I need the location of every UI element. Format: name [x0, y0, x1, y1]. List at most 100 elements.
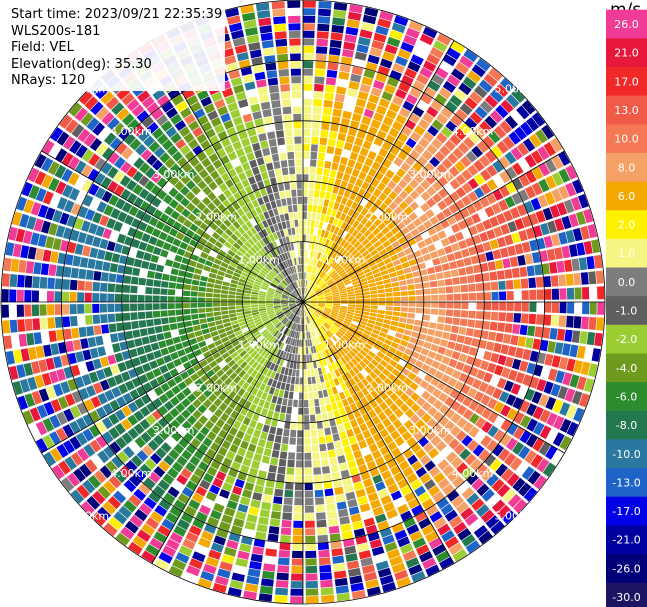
- velocity-gate: [414, 234, 423, 243]
- velocity-gate: [223, 322, 232, 328]
- velocity-gate: [192, 551, 206, 563]
- velocity-gate: [327, 138, 336, 147]
- velocity-gate: [317, 205, 323, 214]
- velocity-gate: [551, 172, 564, 186]
- velocity-gate: [405, 398, 415, 408]
- velocity-gate: [293, 361, 297, 369]
- velocity-gate: [304, 272, 306, 280]
- velocity-gate: [333, 563, 346, 572]
- velocity-gate: [186, 265, 195, 273]
- velocity-gate: [195, 262, 204, 270]
- velocity-gate: [342, 49, 354, 58]
- velocity-gate: [460, 310, 469, 318]
- velocity-gate: [521, 290, 529, 300]
- velocity-gate: [287, 243, 292, 251]
- velocity-gate: [313, 285, 319, 292]
- velocity-gate: [3, 335, 13, 350]
- velocity-gate: [409, 337, 418, 344]
- velocity-gate: [167, 345, 177, 354]
- velocity-gate: [107, 496, 122, 510]
- velocity-gate: [157, 405, 168, 416]
- velocity-gate: [377, 567, 392, 578]
- velocity-gate: [280, 443, 288, 452]
- velocity-gate: [122, 294, 130, 302]
- velocity-gate: [410, 442, 422, 454]
- velocity-gate: [421, 363, 431, 373]
- velocity-gate: [423, 288, 431, 295]
- velocity-gate: [497, 354, 507, 366]
- velocity-gate: [334, 360, 341, 369]
- velocity-gate: [393, 472, 405, 483]
- velocity-gate: [288, 30, 301, 39]
- velocity-gate: [447, 234, 457, 244]
- velocity-gate: [350, 323, 358, 329]
- velocity-gate: [458, 82, 472, 96]
- velocity-gate: [368, 223, 377, 232]
- velocity-gate: [352, 144, 361, 154]
- velocity-gate: [279, 283, 286, 289]
- velocity-gate: [398, 211, 408, 221]
- velocity-gate: [457, 220, 468, 230]
- velocity-gate: [329, 346, 336, 354]
- velocity-gate: [258, 516, 269, 526]
- velocity-gate: [347, 88, 358, 98]
- velocity-gate: [308, 182, 315, 190]
- velocity-gate: [384, 315, 392, 320]
- velocity-gate: [210, 330, 219, 337]
- velocity-gate: [303, 219, 307, 227]
- velocity-gate: [471, 498, 485, 512]
- velocity-gate: [482, 219, 493, 230]
- velocity-gate: [351, 168, 360, 178]
- velocity-gate: [271, 317, 278, 323]
- velocity-gate: [348, 350, 356, 358]
- velocity-gate: [448, 203, 459, 214]
- velocity-gate: [165, 259, 174, 267]
- velocity-gate: [255, 422, 264, 431]
- velocity-gate: [310, 314, 315, 321]
- velocity-gate: [374, 395, 384, 405]
- velocity-gate: [535, 129, 548, 144]
- velocity-gate: [220, 112, 231, 123]
- velocity-gate: [271, 280, 279, 286]
- velocity-gate: [423, 341, 432, 350]
- velocity-gate: [254, 233, 262, 241]
- velocity-gate: [522, 349, 532, 361]
- velocity-gate: [326, 319, 334, 326]
- velocity-gate: [576, 376, 587, 391]
- velocity-gate: [307, 290, 312, 297]
- velocity-gate: [510, 147, 523, 161]
- velocity-gate: [334, 393, 341, 402]
- velocity-gate: [121, 405, 132, 417]
- velocity-gate: [282, 318, 288, 324]
- velocity-gate: [147, 270, 155, 279]
- velocity-gate: [296, 445, 303, 453]
- velocity-gate: [54, 304, 62, 315]
- velocity-gate: [569, 374, 580, 388]
- colorbar-tick-label: 8.0: [618, 161, 636, 174]
- velocity-gate: [394, 231, 404, 240]
- velocity-gate: [334, 277, 342, 283]
- velocity-gate: [424, 162, 435, 173]
- velocity-gate: [81, 220, 91, 232]
- velocity-gate: [303, 0, 316, 8]
- velocity-gate: [432, 337, 441, 345]
- velocity-gate: [230, 320, 239, 326]
- velocity-gate: [220, 261, 229, 269]
- velocity-gate: [199, 359, 208, 368]
- velocity-gate: [37, 234, 48, 248]
- velocity-gate: [229, 336, 238, 344]
- velocity-gate: [355, 457, 365, 467]
- velocity-gate: [298, 316, 301, 324]
- velocity-gate: [38, 388, 50, 402]
- velocity-gate: [316, 512, 326, 520]
- velocity-gate: [286, 268, 291, 276]
- velocity-gate: [290, 68, 301, 76]
- velocity-gate: [184, 346, 193, 354]
- velocity-gate: [303, 280, 306, 287]
- velocity-gate: [180, 186, 190, 196]
- velocity-gate: [278, 389, 285, 398]
- velocity-gate: [363, 305, 371, 309]
- velocity-gate: [241, 162, 251, 171]
- velocity-gate: [446, 294, 454, 301]
- velocity-gate: [293, 265, 297, 273]
